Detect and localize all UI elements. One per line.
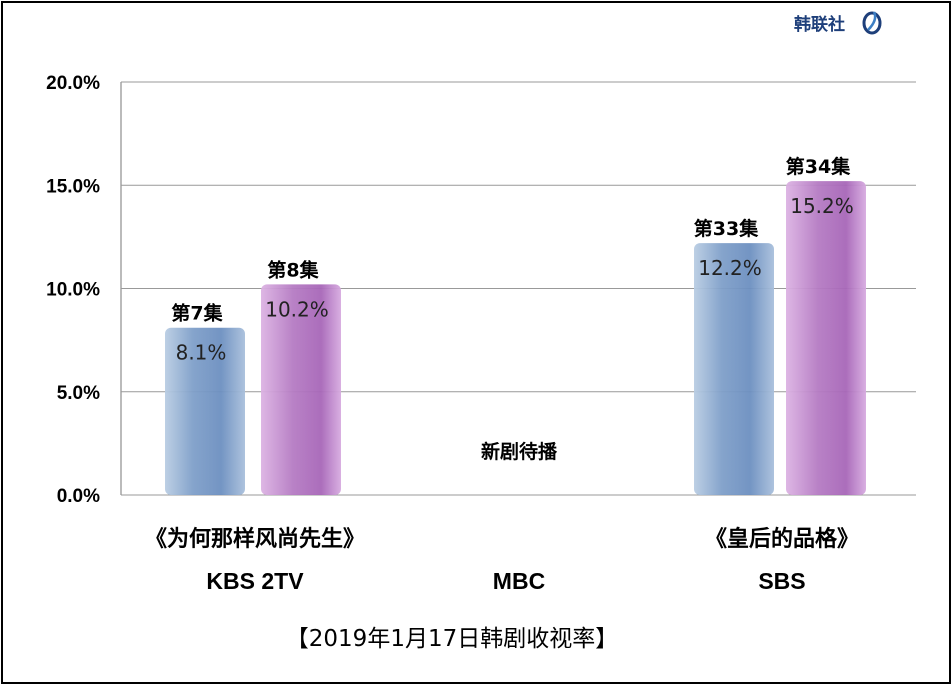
network-sbs: SBS (758, 568, 805, 594)
chart-title: 【2019年1月17日韩剧收视率】 (286, 626, 618, 652)
episode-label: 第34集 (786, 155, 851, 178)
y-tick-labels: 0.0% 5.0% 10.0% 15.0% 20.0% (46, 73, 100, 507)
network-kbs: KBS 2TV (206, 568, 304, 594)
bar (165, 327, 245, 495)
bar (786, 181, 866, 495)
episode-label: 第33集 (694, 217, 759, 240)
value-label: 15.2% (790, 194, 854, 218)
bar-labels: 第7集 8.1% 第8集 10.2% 第33集 12.2% 第34集 15.2% (171, 155, 853, 365)
yonhap-swirl-icon (862, 11, 882, 35)
group-kbs: 《为何那样风尚先生》 KBS 2TV (145, 526, 365, 594)
episode-label: 第8集 (267, 258, 319, 281)
logo-text: 韩联社 (794, 14, 845, 35)
value-label: 8.1% (176, 341, 227, 365)
bar (261, 284, 341, 495)
value-label: 10.2% (265, 297, 329, 321)
show-title-kbs: 《为何那样风尚先生》 (145, 526, 365, 552)
y-tick-label: 10.0% (46, 280, 100, 301)
group-sbs: 《皇后的品格》 SBS (705, 526, 859, 594)
y-tick-label: 15.0% (46, 176, 100, 197)
bars (165, 181, 866, 495)
y-tick-label: 20.0% (46, 73, 100, 94)
network-mbc: MBC (493, 568, 545, 594)
show-title-sbs: 《皇后的品格》 (705, 526, 859, 552)
gridlines (121, 81, 916, 496)
y-tick-label: 0.0% (57, 486, 100, 507)
yonhap-logo: 韩联社 (794, 11, 882, 35)
mbc-note: 新剧待播 (481, 440, 558, 463)
episode-label: 第7集 (171, 302, 223, 325)
value-label: 12.2% (698, 256, 762, 280)
bar (694, 243, 774, 495)
y-tick-label: 5.0% (57, 383, 100, 404)
group-mbc: 新剧待播 MBC (481, 440, 558, 594)
